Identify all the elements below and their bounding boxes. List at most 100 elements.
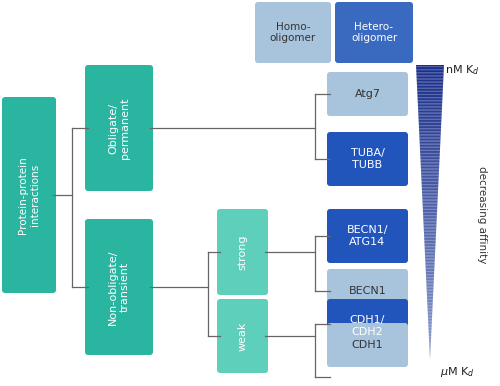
Polygon shape: [416, 80, 444, 81]
Polygon shape: [420, 154, 440, 155]
Polygon shape: [426, 288, 434, 289]
Polygon shape: [418, 105, 442, 106]
Polygon shape: [420, 142, 440, 143]
Polygon shape: [416, 69, 444, 71]
Polygon shape: [424, 245, 436, 246]
Polygon shape: [428, 329, 432, 330]
Polygon shape: [422, 204, 438, 205]
Polygon shape: [418, 97, 442, 99]
Text: CDH1/
CDH2: CDH1/ CDH2: [350, 315, 385, 337]
Polygon shape: [417, 86, 443, 87]
Polygon shape: [429, 335, 431, 337]
Polygon shape: [422, 205, 438, 207]
Polygon shape: [419, 129, 441, 130]
Polygon shape: [424, 229, 436, 230]
Polygon shape: [426, 270, 434, 271]
Polygon shape: [425, 260, 435, 261]
Polygon shape: [420, 140, 440, 142]
Text: nM K$_d$: nM K$_d$: [445, 63, 480, 77]
Text: $\mu$M K$_d$: $\mu$M K$_d$: [440, 365, 474, 379]
Polygon shape: [418, 108, 442, 109]
Polygon shape: [420, 136, 440, 137]
Polygon shape: [418, 113, 442, 115]
Polygon shape: [426, 286, 434, 288]
Polygon shape: [428, 312, 432, 313]
Polygon shape: [428, 314, 432, 316]
Polygon shape: [418, 112, 442, 113]
Polygon shape: [424, 224, 436, 226]
Polygon shape: [420, 147, 440, 149]
Polygon shape: [425, 255, 435, 257]
Polygon shape: [429, 338, 431, 339]
Polygon shape: [420, 134, 440, 136]
Polygon shape: [426, 276, 434, 278]
Text: BECN1: BECN1: [348, 286, 387, 296]
Polygon shape: [429, 339, 431, 341]
Polygon shape: [416, 66, 444, 68]
Polygon shape: [422, 195, 438, 196]
FancyBboxPatch shape: [85, 65, 153, 191]
Polygon shape: [422, 181, 438, 183]
Polygon shape: [424, 223, 436, 224]
FancyBboxPatch shape: [327, 132, 408, 186]
Polygon shape: [425, 254, 435, 255]
Polygon shape: [422, 201, 438, 202]
Polygon shape: [420, 137, 440, 139]
Polygon shape: [421, 170, 439, 171]
Polygon shape: [423, 217, 437, 218]
Polygon shape: [423, 210, 437, 211]
Polygon shape: [420, 155, 440, 156]
Polygon shape: [418, 91, 442, 93]
Polygon shape: [426, 267, 434, 269]
Polygon shape: [417, 90, 443, 91]
Polygon shape: [419, 127, 441, 129]
Polygon shape: [423, 215, 437, 217]
Polygon shape: [421, 176, 439, 177]
Text: decreasing affinity: decreasing affinity: [477, 166, 487, 264]
Polygon shape: [418, 122, 442, 124]
Text: strong: strong: [238, 234, 248, 270]
Polygon shape: [426, 261, 434, 262]
Polygon shape: [425, 257, 435, 258]
FancyBboxPatch shape: [2, 97, 56, 293]
Polygon shape: [424, 233, 436, 235]
FancyBboxPatch shape: [255, 2, 331, 63]
Polygon shape: [424, 230, 436, 232]
Polygon shape: [421, 167, 439, 168]
Polygon shape: [424, 237, 436, 239]
Polygon shape: [422, 183, 438, 185]
Polygon shape: [416, 71, 444, 73]
Polygon shape: [428, 320, 432, 322]
Polygon shape: [428, 313, 432, 314]
Polygon shape: [426, 266, 434, 267]
Text: CDH1: CDH1: [352, 340, 384, 350]
Polygon shape: [426, 291, 434, 292]
Polygon shape: [419, 133, 441, 134]
Text: Obligate/
permanent: Obligate/ permanent: [108, 97, 130, 159]
Polygon shape: [422, 199, 438, 201]
Polygon shape: [428, 330, 432, 332]
Polygon shape: [424, 232, 436, 233]
FancyBboxPatch shape: [327, 209, 408, 263]
Polygon shape: [417, 83, 443, 84]
Polygon shape: [422, 188, 438, 189]
Text: Homo-
oligomer: Homo- oligomer: [270, 22, 316, 43]
Polygon shape: [422, 179, 438, 180]
Polygon shape: [426, 280, 434, 282]
Polygon shape: [424, 221, 436, 223]
Polygon shape: [426, 274, 434, 276]
Polygon shape: [428, 317, 432, 319]
Polygon shape: [421, 165, 439, 167]
Polygon shape: [424, 218, 436, 220]
Polygon shape: [420, 145, 440, 146]
Polygon shape: [427, 301, 433, 303]
Polygon shape: [425, 252, 435, 254]
Polygon shape: [428, 308, 432, 310]
Polygon shape: [428, 303, 432, 304]
FancyBboxPatch shape: [335, 2, 413, 63]
Polygon shape: [418, 100, 442, 102]
Polygon shape: [417, 84, 443, 86]
Polygon shape: [424, 236, 436, 237]
Polygon shape: [416, 75, 444, 77]
Polygon shape: [419, 125, 441, 127]
